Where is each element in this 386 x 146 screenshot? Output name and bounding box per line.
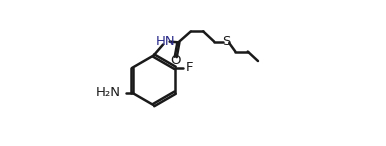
Text: F: F — [186, 61, 193, 74]
Text: S: S — [222, 35, 231, 48]
Text: HN: HN — [156, 35, 176, 48]
Text: O: O — [170, 54, 180, 67]
Text: H₂N: H₂N — [96, 86, 121, 99]
